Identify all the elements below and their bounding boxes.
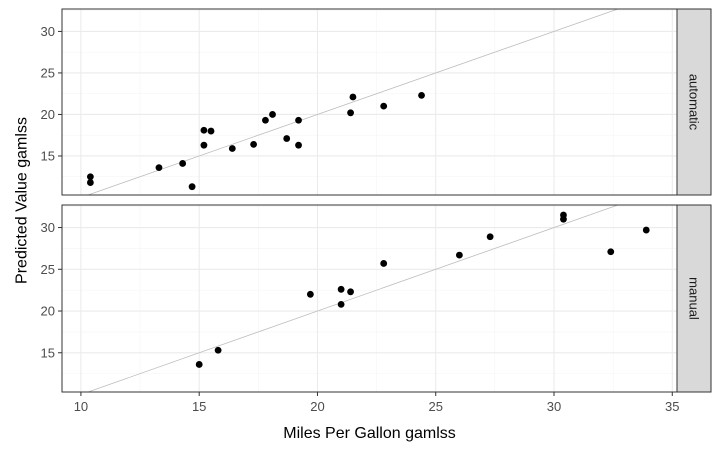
- data-point: [262, 116, 269, 124]
- y-tick-label: 25: [41, 65, 55, 80]
- data-point: [269, 111, 276, 118]
- data-point: [347, 109, 354, 117]
- data-point: [337, 285, 345, 293]
- reference-line: [87, 9, 618, 195]
- y-axis-title: Predicted Value gamlss: [14, 117, 31, 284]
- data-point: [207, 127, 215, 135]
- data-point: [155, 164, 163, 171]
- data-point: [295, 141, 302, 149]
- data-point: [295, 116, 302, 124]
- y-tick-label: 30: [41, 24, 55, 39]
- y-tick-label: 30: [41, 220, 55, 235]
- facet-strip-label: manual: [687, 277, 702, 320]
- data-point: [250, 140, 257, 148]
- x-tick-label: 15: [192, 399, 206, 414]
- y-tick-label: 20: [41, 304, 55, 319]
- x-tick-label: 20: [310, 399, 324, 414]
- data-point: [306, 290, 314, 298]
- y-tick-label: 15: [41, 345, 55, 360]
- x-tick-label: 10: [74, 399, 88, 414]
- data-point: [560, 215, 567, 223]
- x-tick-label: 35: [665, 399, 679, 414]
- data-point: [347, 288, 354, 296]
- data-point: [188, 183, 196, 191]
- facet-strip: [676, 204, 712, 393]
- data-point: [642, 226, 650, 234]
- panel-manual: 15 20 25 30 manual: [41, 204, 712, 393]
- data-point: [607, 248, 615, 256]
- data-point: [200, 126, 208, 134]
- reference-line: [87, 205, 618, 392]
- x-axis: 10 15 20 25 30 35: [74, 392, 680, 414]
- data-point: [380, 102, 388, 110]
- y-tick-label: 15: [41, 148, 55, 163]
- data-point: [228, 145, 236, 152]
- data-point: [200, 141, 208, 149]
- y-tick-label: 25: [41, 262, 55, 277]
- data-point: [349, 93, 357, 101]
- x-axis-title: Miles Per Gallon gamlss: [283, 425, 456, 442]
- data-point: [455, 251, 463, 259]
- data-point: [486, 233, 494, 241]
- data-point: [283, 135, 291, 142]
- x-tick-label: 30: [547, 399, 561, 414]
- panel-background: [62, 9, 677, 195]
- data-point: [214, 346, 222, 354]
- panel-background: [62, 205, 677, 392]
- facet-strip: [676, 8, 712, 196]
- facet-strip-label: automatic: [687, 74, 702, 131]
- x-tick-label: 25: [428, 399, 442, 414]
- data-point: [86, 173, 94, 181]
- panel-automatic: 15 20 25 30 automatic: [41, 8, 712, 196]
- y-tick-label: 20: [41, 107, 55, 122]
- data-point: [195, 361, 203, 368]
- data-point: [418, 91, 425, 99]
- data-point: [337, 300, 345, 308]
- data-point: [380, 260, 388, 267]
- data-point: [86, 179, 94, 186]
- data-point: [179, 160, 187, 167]
